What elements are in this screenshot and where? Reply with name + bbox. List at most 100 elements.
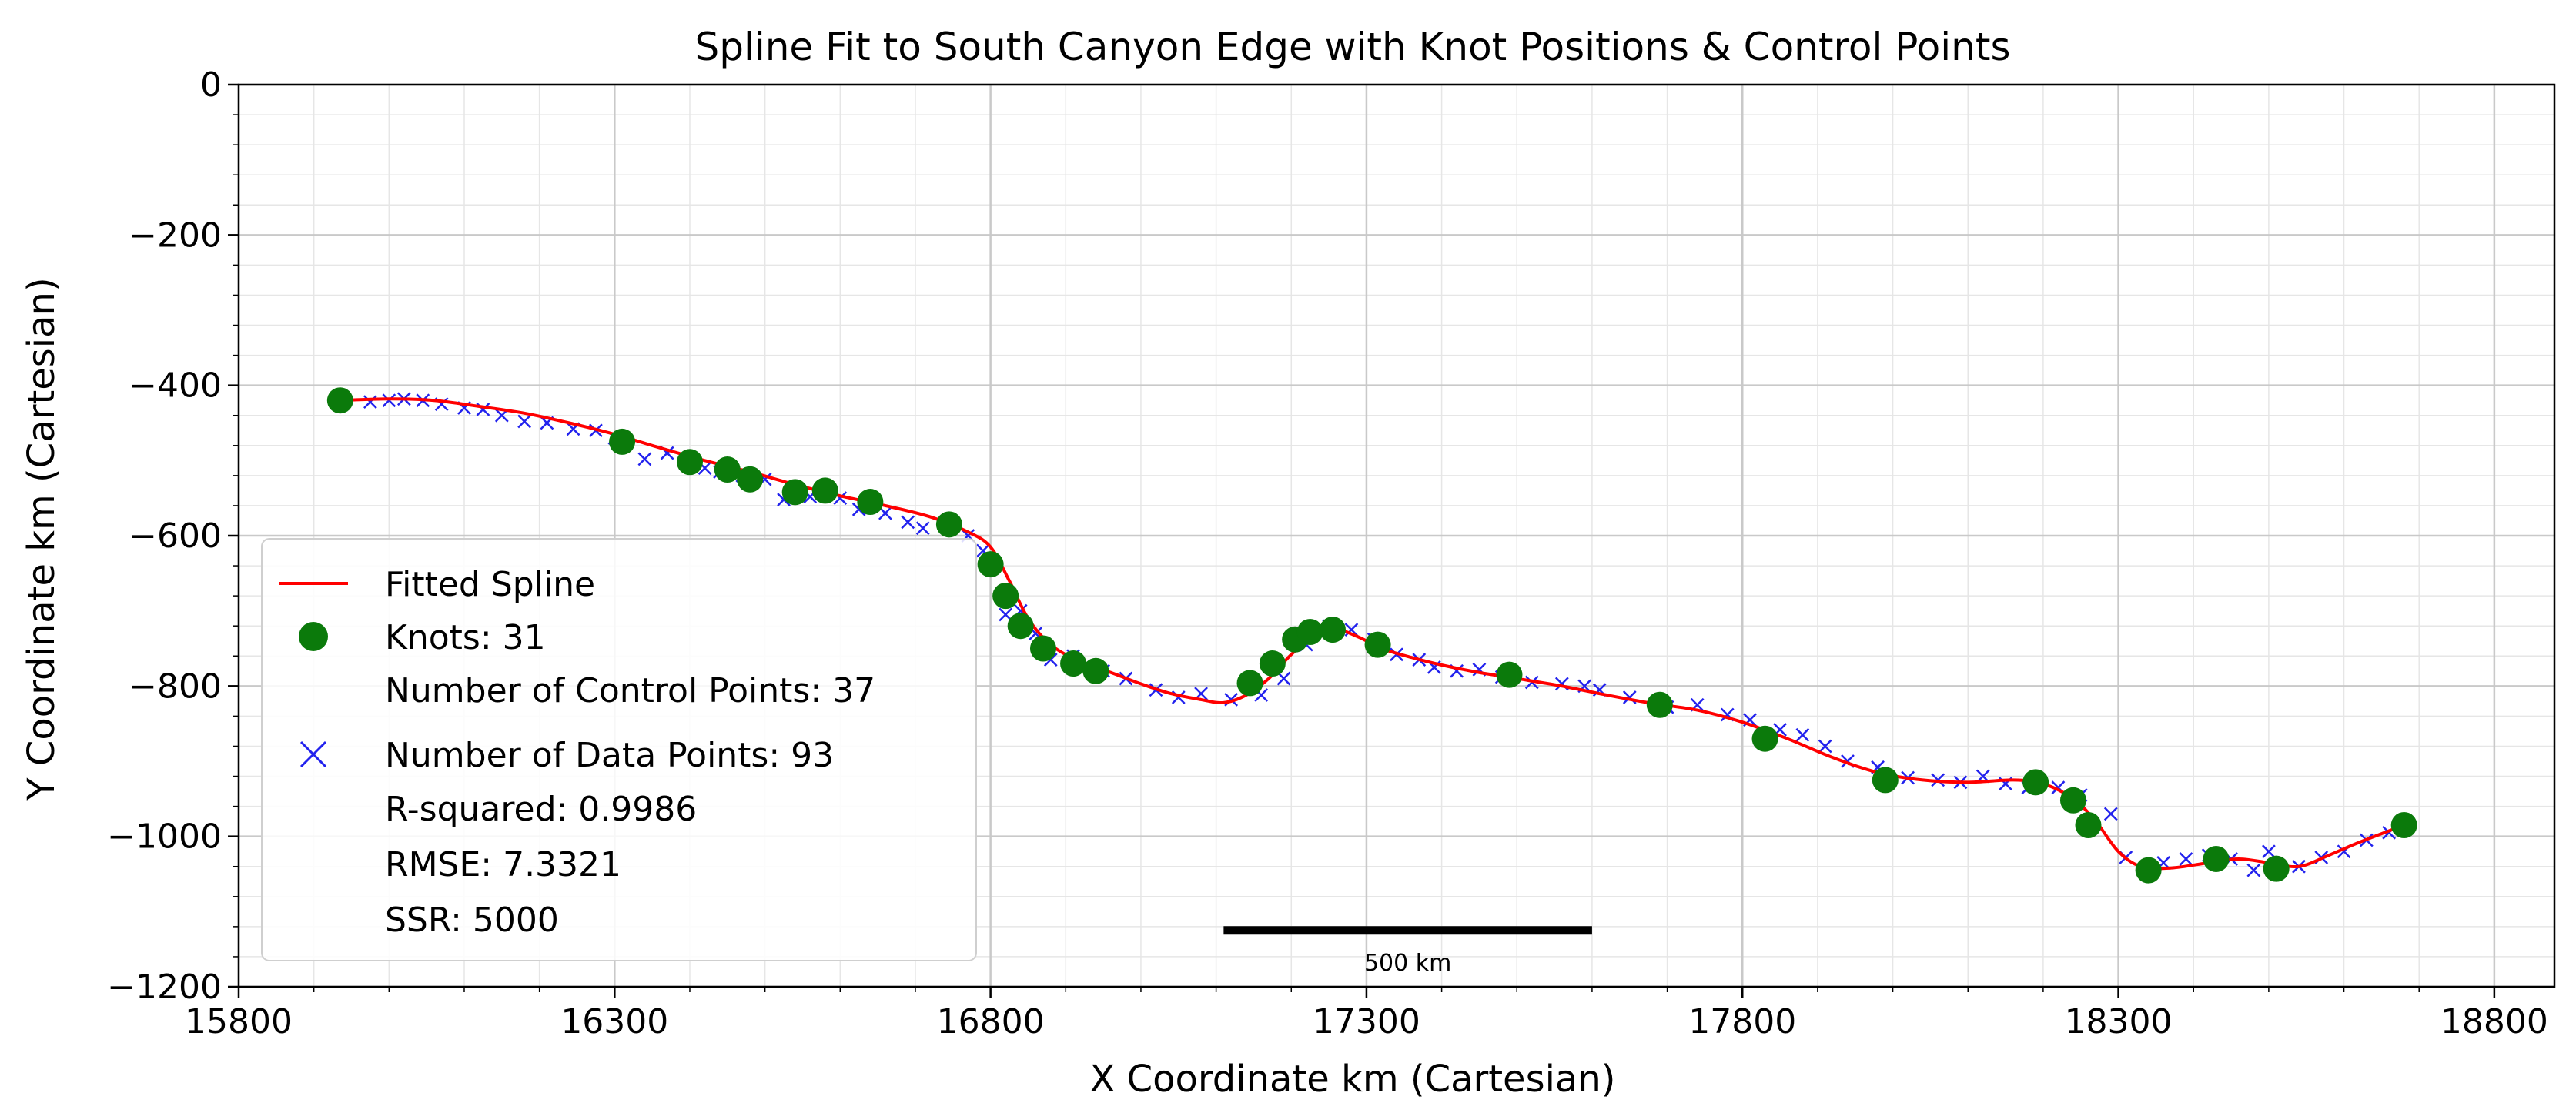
y-tick-label: −1000: [107, 817, 222, 857]
y-tick-label: −400: [129, 366, 222, 406]
data-point-stroke: [1841, 754, 1855, 768]
data-point-stroke: [999, 607, 1013, 622]
chart-title: Spline Fit to South Canyon Edge with Kno…: [694, 25, 2010, 69]
data-point-stroke: [1450, 663, 1464, 678]
data-point-stroke: [660, 446, 674, 460]
y-axis-label: Y Coordinate km (Cartesian): [20, 277, 63, 801]
knot-marker: [737, 466, 764, 493]
legend-rmse-label: RMSE: 7.3321: [385, 845, 621, 884]
data-point-stroke: [1818, 739, 1832, 754]
data-point-marker: [637, 452, 652, 466]
knot-marker: [2059, 787, 2086, 814]
data-point-marker: [1224, 693, 1239, 707]
y-tick-label: −200: [129, 216, 222, 255]
x-tick-label: 18300: [2065, 1002, 2173, 1041]
data-point-stroke: [1795, 727, 1810, 742]
data-point-marker: [2261, 844, 2276, 859]
data-point-stroke: [434, 397, 449, 411]
y-tick-label: 0: [200, 65, 222, 105]
scale-bar-label: 500 km: [1364, 950, 1451, 977]
data-point-stroke: [1622, 690, 1637, 704]
data-point-stroke: [915, 521, 930, 536]
knot-marker: [676, 449, 703, 476]
y-tick-label: −1200: [107, 968, 222, 1007]
knot-marker: [1364, 631, 1391, 658]
knot-marker: [2390, 812, 2417, 839]
knot-marker: [1236, 670, 1263, 697]
x-tick-label: 15800: [185, 1002, 293, 1041]
y-tick-label: −600: [129, 516, 222, 556]
x-tick-label: 18800: [2441, 1002, 2548, 1041]
data-point-stroke: [2051, 780, 2066, 795]
knot-marker: [2263, 855, 2290, 882]
legend-ssr-label: SSR: 5000: [385, 901, 559, 940]
x-tick-label: 17300: [1313, 1002, 1420, 1041]
data-point-marker: [2179, 852, 2193, 866]
knot-marker: [1872, 767, 1899, 794]
data-point-stroke: [476, 403, 490, 416]
knot-marker: [1646, 691, 1673, 718]
data-point-stroke: [517, 414, 532, 429]
knot-marker: [811, 477, 838, 504]
knot-marker: [781, 479, 808, 506]
scale-bar: 500 km: [1223, 926, 1592, 977]
data-point-marker: [1795, 727, 1810, 742]
data-point-stroke: [698, 461, 712, 475]
data-point-marker: [915, 521, 930, 536]
data-point-stroke: [833, 491, 848, 506]
knot-marker: [1029, 635, 1056, 662]
knot-marker: [1751, 725, 1778, 752]
knot-marker: [857, 489, 884, 516]
data-point-stroke: [1554, 677, 1569, 691]
knot-marker: [714, 456, 741, 483]
knot-marker: [2075, 812, 2102, 839]
knots: [326, 387, 2417, 884]
axis-ticks: 15800 16300 16800 17300 17800 18300 18800 0 −200…: [107, 65, 2548, 1041]
legend: Fitted Spline Knots: 31 Number of Contro…: [261, 538, 977, 961]
legend-control-points-label: Number of Control Points: 37: [385, 671, 875, 710]
knot-marker: [1259, 650, 1286, 677]
data-point-stroke: [2261, 844, 2276, 859]
x-tick-label: 16300: [560, 1002, 668, 1041]
knot-marker: [1007, 613, 1034, 640]
knot-marker: [326, 387, 353, 414]
knot-marker: [609, 428, 636, 455]
knot-marker: [1060, 650, 1087, 677]
data-point-stroke: [975, 543, 990, 558]
legend-spline-label: Fitted Spline: [385, 565, 595, 604]
legend-data-points-label: Number of Data Points: 93: [385, 736, 834, 775]
x-tick-label: 16800: [937, 1002, 1045, 1041]
data-point-stroke: [1043, 653, 1058, 667]
data-point-stroke: [1254, 688, 1269, 702]
knot-marker: [1319, 617, 1346, 643]
data-point-stroke: [878, 506, 892, 520]
knot-marker: [992, 583, 1019, 610]
knot-marker: [1496, 661, 1523, 688]
plot-area: [326, 387, 2417, 884]
knot-marker: [1296, 619, 1323, 646]
data-point-stroke: [901, 515, 915, 530]
knot-marker: [935, 511, 962, 538]
data-point-marker: [2246, 863, 2261, 877]
knot-marker: [1082, 657, 1109, 684]
legend-r-squared-label: R-squared: 0.9986: [385, 790, 697, 829]
data-point-stroke: [1224, 693, 1239, 707]
data-point-stroke: [637, 452, 652, 466]
legend-data-points-swatch: [299, 740, 327, 768]
data-point-marker: [517, 414, 532, 429]
data-point-marker: [1818, 739, 1832, 754]
data-point-stroke: [1472, 662, 1487, 677]
data-point-marker: [2103, 807, 2118, 821]
data-point-stroke: [1720, 707, 1735, 722]
data-point-stroke: [2103, 807, 2118, 821]
x-tick-label: 17800: [1688, 1002, 1796, 1041]
legend-knots-swatch: [299, 622, 328, 651]
legend-knots-label: Knots: 31: [385, 618, 546, 657]
data-point-stroke: [2246, 863, 2261, 877]
knot-marker: [2203, 845, 2230, 872]
knot-marker: [977, 551, 1004, 578]
knot-marker: [2135, 857, 2162, 884]
data-point-stroke: [1029, 627, 1043, 640]
data-point-marker: [901, 515, 915, 530]
